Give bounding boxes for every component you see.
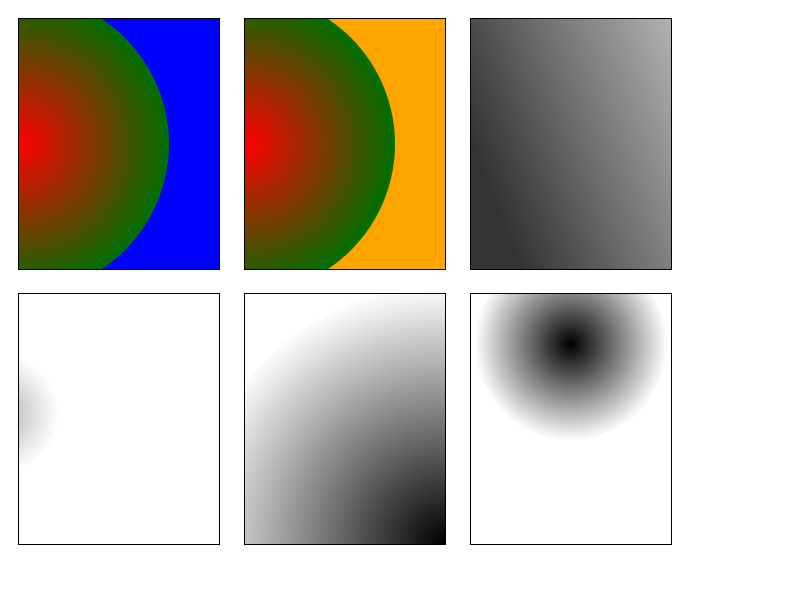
- radial-gradient-graphic: [245, 19, 445, 269]
- radial-gradient-graphic: [19, 19, 219, 269]
- gradient-disc: [474, 294, 668, 441]
- radial-gradient-graphic: [19, 294, 219, 544]
- gradient-disc: [245, 19, 395, 269]
- gradient-disc: [19, 19, 169, 269]
- gradient-fill: [471, 19, 671, 269]
- spot-radial-gradient-panel: [470, 293, 672, 545]
- linear-gradient-panel: [470, 18, 672, 270]
- gradient-fill: [245, 294, 445, 544]
- gradient-disc: [19, 357, 59, 471]
- radial-gradient-graphic: [245, 294, 445, 544]
- radial-gradient-graphic: [471, 294, 671, 544]
- linear-gradient-graphic: [471, 19, 671, 269]
- radial-gradient-panel-orange: [244, 18, 446, 270]
- radial-gradient-panel-blue: [18, 18, 220, 270]
- corner-radial-gradient-panel: [244, 293, 446, 545]
- faint-radial-gradient-panel: [18, 293, 220, 545]
